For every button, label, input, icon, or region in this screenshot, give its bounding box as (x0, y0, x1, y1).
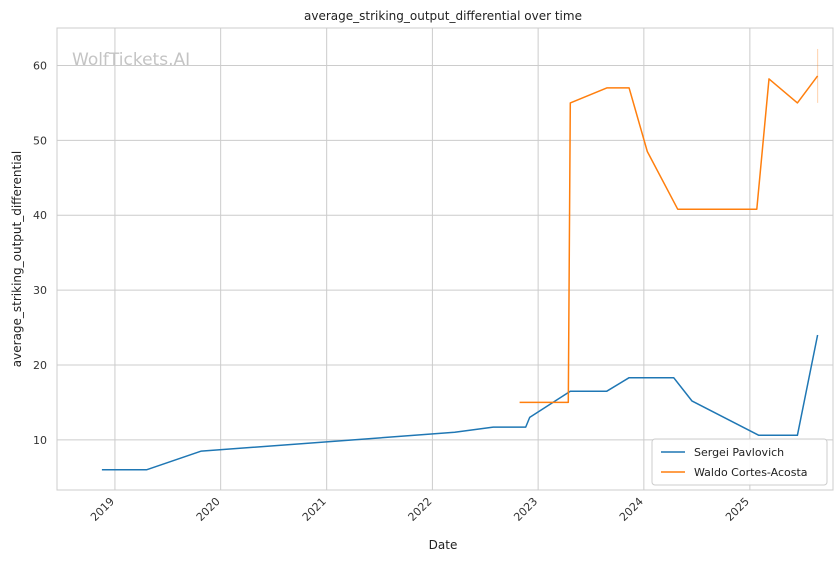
series-line-1 (101, 334, 819, 471)
x-axis-title: Date (429, 538, 458, 552)
y-tick-label: 40 (33, 209, 47, 222)
watermark: WolfTickets.AI (72, 50, 190, 70)
y-axis-title: average_striking_output_differential (10, 151, 24, 367)
y-tick-label: 30 (33, 284, 47, 297)
y-tick-label: 10 (33, 434, 47, 447)
grid (57, 28, 833, 490)
legend-box (651, 438, 828, 486)
series-group (101, 48, 819, 471)
y-tick-label: 60 (33, 59, 47, 72)
legend: Sergei Pavlovich Waldo Cortes-Acosta (651, 438, 828, 486)
chart-title: average_striking_output_differential ove… (304, 9, 582, 23)
y-tick-label: 50 (33, 134, 47, 147)
y-tick-labels: 10 20 30 40 50 60 (33, 59, 47, 446)
legend-label-1: Sergei Pavlovich (694, 446, 784, 459)
series-line-2 (519, 75, 819, 404)
legend-label-2: Waldo Cortes-Acosta (694, 466, 808, 479)
y-tick-label: 20 (33, 359, 47, 372)
plot-frame (56, 27, 834, 491)
